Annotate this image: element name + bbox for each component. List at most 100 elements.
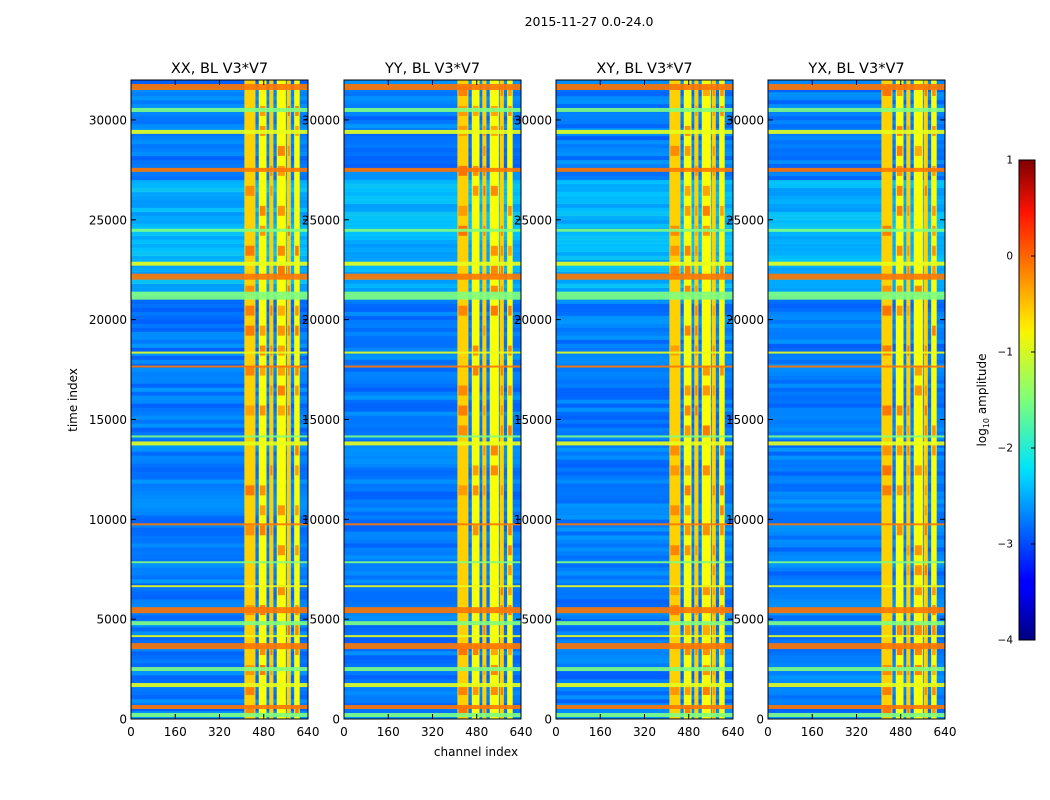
- heatmap-band-blob: [702, 685, 710, 696]
- heatmap-band-blob: [882, 405, 892, 416]
- heatmap-band-blob: [684, 685, 691, 696]
- heatmap-noise-row: [131, 391, 308, 396]
- heatmap-noise-row: [768, 171, 945, 177]
- heatmap-band-blob: [932, 325, 936, 336]
- heatmap-noise-row: [344, 375, 521, 380]
- heatmap-flagged-row: [131, 351, 308, 354]
- colorbar-tick-label: −2: [998, 443, 1013, 455]
- heatmap-noise-row: [344, 615, 521, 620]
- heatmap-band-blob: [458, 405, 468, 416]
- heatmap-noise-row: [556, 447, 733, 452]
- heatmap-noise-row: [556, 123, 733, 129]
- heatmap-noise-row: [556, 91, 733, 97]
- y-tick-label: 25000: [302, 213, 340, 227]
- heatmap-flagged-row: [131, 585, 308, 588]
- heatmap-noise-row: [556, 531, 733, 536]
- heatmap-noise-row: [131, 615, 308, 620]
- heatmap-noise-row: [131, 671, 308, 676]
- y-tick-label: 10000: [514, 513, 552, 527]
- heatmap-band-blob: [670, 265, 680, 276]
- heatmap-noise-row: [768, 459, 945, 464]
- heatmap-noise-row: [556, 547, 733, 552]
- heatmap-noise-row: [768, 695, 945, 700]
- heatmap-noise-row: [131, 567, 308, 572]
- heatmap-noise-row: [556, 543, 733, 548]
- heatmap-noise-row: [344, 283, 521, 288]
- heatmap-noise-row: [556, 691, 733, 696]
- colorbar-tick-label: −1: [998, 347, 1013, 359]
- heatmap-noise-row: [344, 327, 521, 332]
- heatmap-band-blob: [458, 85, 468, 96]
- heatmap-noise-row: [131, 491, 308, 496]
- x-tick-label: 0: [127, 725, 135, 739]
- heatmap-noise-row: [556, 191, 733, 197]
- colorbar-tick-label: −3: [998, 539, 1013, 551]
- heatmap-band-blob: [684, 385, 691, 396]
- heatmap-noise-row: [344, 459, 521, 464]
- heatmap-band-blob: [896, 145, 903, 156]
- heatmap-band-blob: [259, 485, 266, 496]
- heatmap-band-blob: [720, 205, 724, 216]
- heatmap-noise-row: [344, 419, 521, 424]
- heatmap-noise-row: [131, 95, 308, 101]
- heatmap-channel-band: [669, 80, 681, 719]
- heatmap-noise-row: [344, 119, 521, 125]
- heatmap-noise-row: [768, 483, 945, 488]
- y-tick-label: 5000: [309, 613, 340, 627]
- heatmap-noise-row: [556, 351, 733, 356]
- heatmap-noise-row: [344, 511, 521, 516]
- heatmap-noise-row: [344, 567, 521, 572]
- heatmap-noise-row: [556, 499, 733, 504]
- heatmap-noise-row: [344, 451, 521, 456]
- heatmap-noise-row: [768, 419, 945, 424]
- heatmap-noise-row: [556, 163, 733, 169]
- heatmap-band-blob: [896, 445, 903, 456]
- heatmap-band-blob: [508, 645, 512, 656]
- heatmap-channel-band: [913, 80, 923, 719]
- heatmap-noise-row: [768, 247, 945, 253]
- heatmap-band-blob: [277, 585, 285, 596]
- heatmap-noise-row: [556, 347, 733, 352]
- heatmap-band-blob: [295, 645, 299, 656]
- heatmap-flagged-row: [344, 441, 521, 446]
- heatmap-noise-row: [344, 611, 521, 616]
- heatmap-noise-row: [131, 551, 308, 556]
- colorbar-label-main: log: [975, 428, 989, 446]
- heatmap-noise-row: [556, 95, 733, 101]
- heatmap-noise-row: [344, 367, 521, 372]
- heatmap-noise-row: [556, 595, 733, 600]
- heatmap-noise-row: [344, 663, 521, 668]
- heatmap-noise-row: [556, 139, 733, 145]
- heatmap-noise-row: [344, 215, 521, 221]
- heatmap-band-blob: [490, 465, 498, 476]
- heatmap-flagged-row: [131, 261, 308, 266]
- heatmap-flagged-row: [768, 643, 945, 650]
- heatmap-noise-row: [556, 383, 733, 388]
- heatmap-flagged-row: [556, 441, 733, 446]
- heatmap-noise-row: [131, 411, 308, 416]
- heatmap-channel-band: [276, 80, 286, 719]
- heatmap-noise-row: [768, 99, 945, 105]
- heatmap-noise-row: [344, 323, 521, 328]
- heatmap-flagged-row: [344, 607, 521, 614]
- heatmap-band-blob: [896, 625, 903, 636]
- colorbar-tick-label: 0: [1006, 251, 1013, 263]
- heatmap-noise-row: [344, 523, 521, 528]
- heatmap-band-blob: [277, 385, 285, 396]
- heatmap-band-blob: [712, 705, 715, 716]
- heatmap-noise-row: [768, 231, 945, 237]
- heatmap-noise-row: [556, 399, 733, 404]
- heatmap-noise-row: [768, 207, 945, 213]
- heatmap-band-blob: [712, 565, 715, 576]
- heatmap-band-blob: [500, 85, 503, 96]
- heatmap-band-blob: [458, 425, 468, 436]
- heatmap-noise-row: [556, 575, 733, 580]
- heatmap-band-blob: [702, 465, 710, 476]
- heatmap-noise-row: [344, 475, 521, 480]
- heatmap-noise-row: [131, 407, 308, 412]
- heatmap-noise-row: [768, 571, 945, 576]
- heatmap-noise-row: [768, 551, 945, 556]
- heatmap-noise-row: [344, 359, 521, 364]
- heatmap-band-blob: [882, 285, 892, 296]
- heatmap-noise-row: [131, 631, 308, 636]
